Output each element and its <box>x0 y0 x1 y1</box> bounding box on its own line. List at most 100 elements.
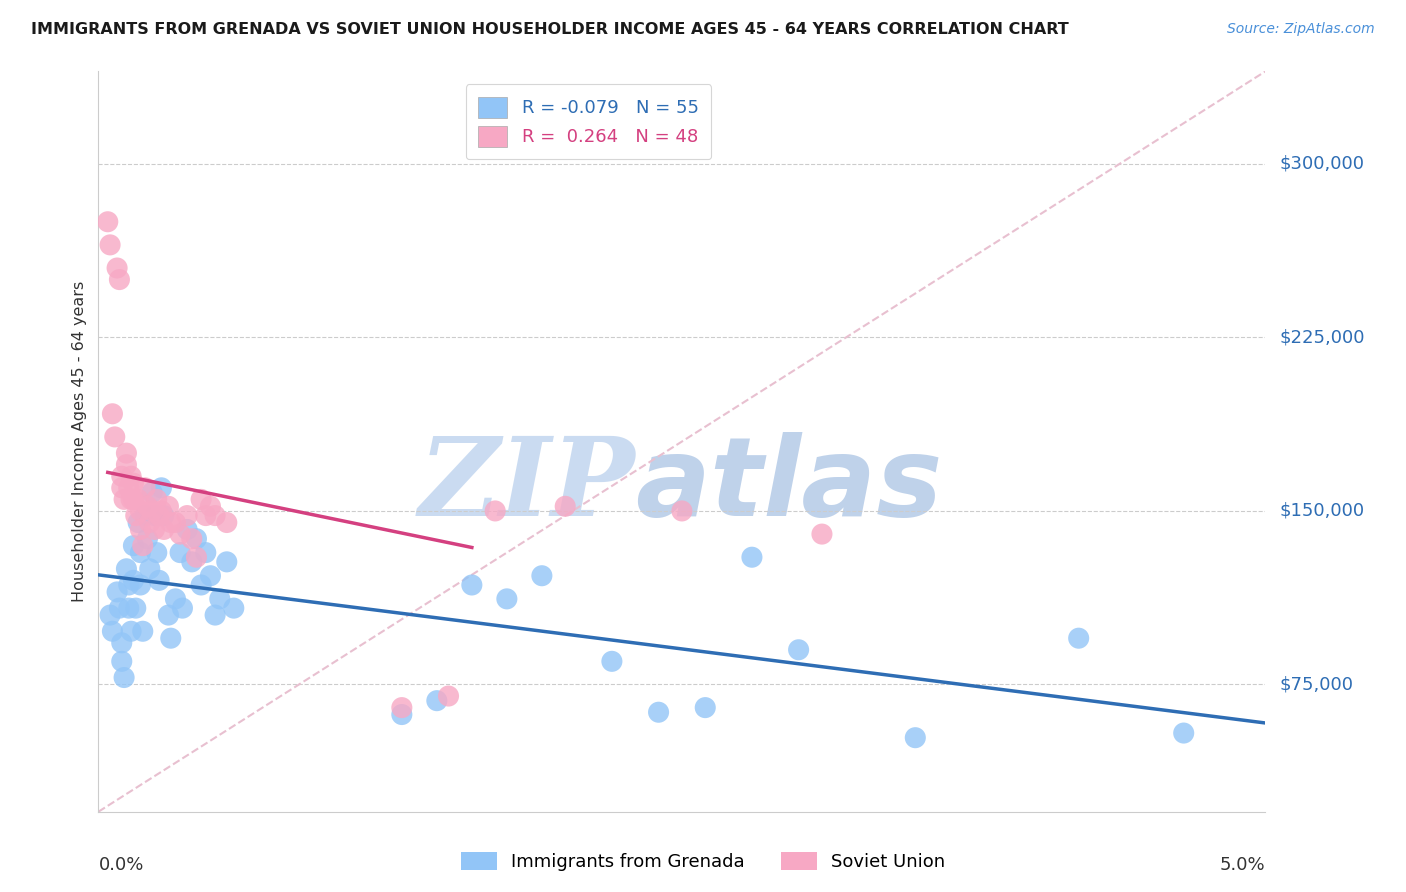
Point <box>122 539 145 553</box>
Point <box>437 689 460 703</box>
Point <box>200 500 222 514</box>
Point <box>148 574 170 588</box>
Point <box>98 608 121 623</box>
Point <box>134 481 156 495</box>
Point <box>157 608 180 623</box>
Point <box>208 591 231 606</box>
Point <box>120 624 142 639</box>
Point <box>120 492 142 507</box>
Point <box>190 578 212 592</box>
Point <box>159 631 181 645</box>
Point <box>204 508 226 523</box>
Point <box>146 545 169 560</box>
Point <box>125 601 148 615</box>
Point <box>484 504 506 518</box>
Point <box>496 591 519 606</box>
Point <box>129 504 152 518</box>
Point <box>122 574 145 588</box>
Point <box>141 485 163 500</box>
Point <box>200 568 222 582</box>
Text: Source: ZipAtlas.com: Source: ZipAtlas.com <box>1227 22 1375 37</box>
Point <box>741 550 763 565</box>
Point <box>120 469 142 483</box>
Text: $150,000: $150,000 <box>1279 502 1364 520</box>
Point <box>112 492 135 507</box>
Point <box>129 523 152 537</box>
Point <box>112 671 135 685</box>
Point <box>136 532 159 546</box>
Legend: Immigrants from Grenada, Soviet Union: Immigrants from Grenada, Soviet Union <box>453 845 953 879</box>
Point <box>190 492 212 507</box>
Legend: R = -0.079   N = 55, R =  0.264   N = 48: R = -0.079 N = 55, R = 0.264 N = 48 <box>465 84 711 159</box>
Point <box>461 578 484 592</box>
Point <box>176 523 198 537</box>
Point <box>115 446 138 460</box>
Point <box>108 601 131 615</box>
Text: $225,000: $225,000 <box>1279 328 1365 346</box>
Point <box>169 545 191 560</box>
Point <box>146 492 169 507</box>
Text: ZIP: ZIP <box>419 433 636 540</box>
Point <box>391 707 413 722</box>
Point <box>159 516 181 530</box>
Point <box>101 624 124 639</box>
Point <box>186 550 208 565</box>
Point <box>426 694 449 708</box>
Point <box>139 516 162 530</box>
Text: $75,000: $75,000 <box>1279 675 1354 693</box>
Point <box>204 608 226 623</box>
Point <box>118 578 141 592</box>
Point <box>152 508 174 523</box>
Point <box>787 642 810 657</box>
Point <box>139 562 162 576</box>
Point <box>176 508 198 523</box>
Point <box>1067 631 1090 645</box>
Point <box>97 215 120 229</box>
Point <box>671 504 693 518</box>
Point <box>148 508 170 523</box>
Point <box>132 539 155 553</box>
Y-axis label: Householder Income Ages 45 - 64 years: Householder Income Ages 45 - 64 years <box>72 281 87 602</box>
Point <box>530 568 553 582</box>
Point <box>105 260 128 275</box>
Point <box>647 705 669 719</box>
Point <box>115 458 138 472</box>
Point <box>127 516 149 530</box>
Point <box>194 545 217 560</box>
Point <box>143 508 166 523</box>
Point <box>143 523 166 537</box>
Point <box>1173 726 1195 740</box>
Point <box>111 636 134 650</box>
Point <box>180 555 202 569</box>
Text: 5.0%: 5.0% <box>1220 856 1265 874</box>
Point <box>122 476 145 491</box>
Point <box>811 527 834 541</box>
Point <box>98 238 121 252</box>
Point <box>125 508 148 523</box>
Point <box>118 601 141 615</box>
Point <box>132 624 155 639</box>
Point <box>105 585 128 599</box>
Point <box>111 481 134 495</box>
Point <box>101 407 124 421</box>
Point <box>115 562 138 576</box>
Text: IMMIGRANTS FROM GRENADA VS SOVIET UNION HOUSEHOLDER INCOME AGES 45 - 64 YEARS CO: IMMIGRANTS FROM GRENADA VS SOVIET UNION … <box>31 22 1069 37</box>
Point <box>118 481 141 495</box>
Point <box>134 508 156 523</box>
Point <box>141 504 163 518</box>
Point <box>165 591 187 606</box>
Point <box>122 492 145 507</box>
Point <box>129 578 152 592</box>
Point <box>165 516 187 530</box>
Point <box>136 500 159 514</box>
Point <box>695 700 717 714</box>
Point <box>172 601 194 615</box>
Point <box>186 532 208 546</box>
Point <box>104 430 127 444</box>
Point <box>108 272 131 286</box>
Point <box>152 523 174 537</box>
Point <box>169 527 191 541</box>
Point <box>222 601 245 615</box>
Text: 0.0%: 0.0% <box>98 856 143 874</box>
Point <box>904 731 927 745</box>
